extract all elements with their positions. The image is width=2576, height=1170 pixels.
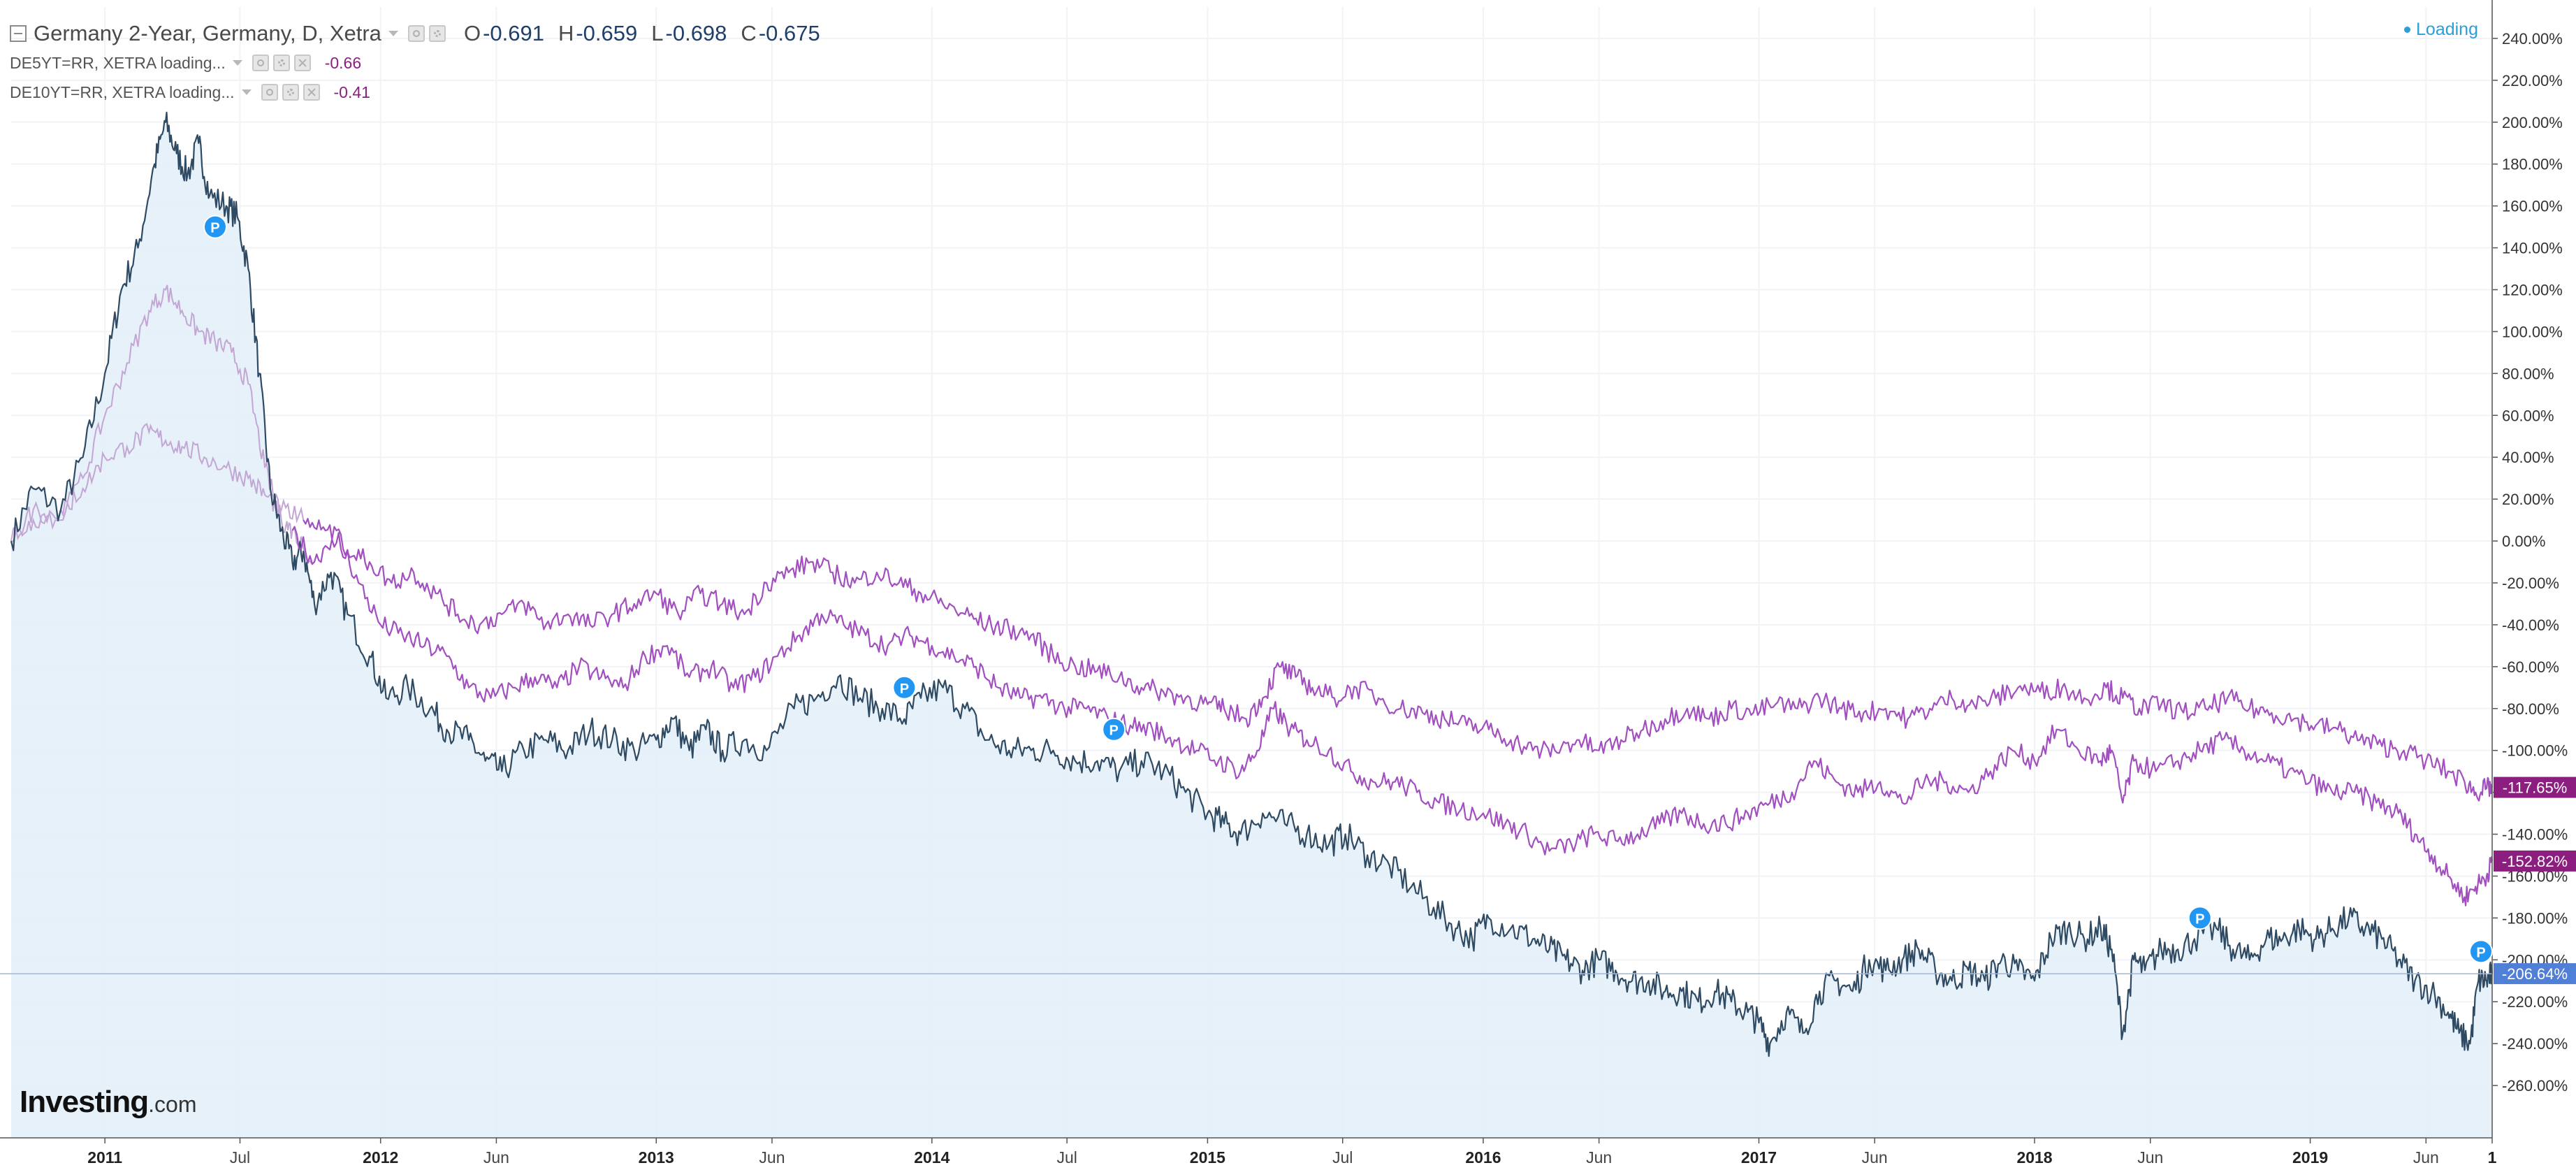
comparison-de5yt: DE5YT=RR, XETRA loading... -0.66 — [10, 49, 361, 77]
y-tick-label: 240.00% — [2502, 30, 2563, 48]
end-value-label-box — [2494, 963, 2576, 985]
y-tick-label: -40.00% — [2502, 616, 2559, 634]
publication-marker-label: P — [210, 221, 219, 236]
ohlc-close: C-0.675 — [741, 21, 820, 45]
loading-text: Loading — [2416, 20, 2478, 39]
publication-marker-label: P — [2476, 945, 2485, 960]
publication-marker-icon[interactable] — [2469, 939, 2493, 964]
x-tick-label: Jul — [1056, 1148, 1077, 1167]
end-value-label: -117.65% — [2503, 779, 2568, 797]
loading-dot-icon — [2404, 27, 2411, 33]
x-tick-label: 2012 — [363, 1148, 398, 1167]
series-line-de5yt[interactable] — [291, 526, 2494, 907]
series-header: Germany 2-Year, Germany, D, Xetra O-0.69… — [10, 17, 820, 50]
comparison-value: -0.41 — [333, 82, 370, 101]
x-tick-label: Jun — [1862, 1148, 1888, 1167]
eye-icon[interactable] — [407, 25, 425, 42]
publication-marker-icon[interactable] — [892, 675, 917, 700]
comparison-de10yt: DE10YT=RR, XETRA loading... -0.41 — [10, 78, 370, 106]
gear-icon[interactable] — [272, 55, 290, 71]
end-value-label-box — [2494, 777, 2576, 798]
y-tick-label: -100.00% — [2502, 742, 2568, 760]
chevron-down-icon[interactable] — [232, 60, 242, 66]
x-tick-label: Jun — [483, 1148, 509, 1167]
publication-marker-label: P — [2195, 911, 2204, 927]
chevron-down-icon[interactable] — [241, 89, 252, 95]
x-tick-label: 2014 — [914, 1148, 949, 1167]
y-tick-label: 120.00% — [2502, 282, 2563, 299]
close-icon[interactable] — [293, 55, 311, 71]
publication-marker-icon[interactable] — [1102, 717, 1126, 742]
y-tick-label: 160.00% — [2502, 198, 2563, 215]
y-tick-label: 20.00% — [2502, 491, 2554, 508]
y-tick-label: 200.00% — [2502, 114, 2563, 131]
y-tick-label: 60.00% — [2502, 407, 2554, 424]
x-tick-label: 2019 — [2292, 1148, 2328, 1167]
x-tick-label: Jul — [1332, 1148, 1353, 1167]
gear-icon[interactable] — [282, 84, 299, 101]
x-tick-label: Jun — [2137, 1148, 2163, 1167]
publication-marker-label: P — [1109, 723, 1119, 739]
chevron-down-icon[interactable] — [388, 31, 398, 36]
x-tick-label: 2018 — [2016, 1148, 2052, 1167]
x-tick-label: Jul — [230, 1148, 250, 1167]
y-tick-label: -180.00% — [2502, 909, 2568, 927]
logo-brand: Investing — [20, 1085, 149, 1119]
logo-domain: .com — [148, 1092, 197, 1117]
eye-icon[interactable] — [261, 84, 278, 101]
y-tick-label: 140.00% — [2502, 240, 2563, 257]
publication-marker-icon[interactable] — [2188, 906, 2212, 930]
main-series-area — [11, 112, 2492, 1138]
x-tick-label: 2016 — [1465, 1148, 1501, 1167]
y-tick-label: -240.00% — [2502, 1035, 2568, 1053]
y-tick-label: 220.00% — [2502, 72, 2563, 89]
loading-status: Loading — [2404, 20, 2478, 40]
publication-marker-icon[interactable] — [203, 215, 227, 239]
ohlc-open: O-0.691 — [463, 21, 544, 45]
comparison-label: DE10YT=RR, XETRA loading... — [10, 82, 235, 101]
y-tick-label: -60.00% — [2502, 658, 2559, 676]
gear-icon[interactable] — [428, 25, 446, 42]
x-tick-label: 1 — [2488, 1148, 2497, 1167]
y-tick-label: -140.00% — [2502, 826, 2568, 844]
end-value-label: -206.64% — [2502, 965, 2568, 983]
x-tick-label: 2013 — [639, 1148, 674, 1167]
y-tick-label: -80.00% — [2502, 700, 2559, 718]
y-tick-label: -260.00% — [2502, 1077, 2568, 1095]
chart-title: Germany 2-Year, Germany, D, Xetra — [34, 21, 381, 45]
x-tick-label: Jun — [2413, 1148, 2439, 1167]
collapse-icon[interactable] — [10, 25, 27, 42]
legend-panel: Germany 2-Year, Germany, D, Xetra O-0.69… — [0, 0, 2576, 112]
x-tick-label: Jun — [1586, 1148, 1612, 1167]
series-line-early-de10yt — [10, 423, 305, 542]
x-tick-label: 2017 — [1741, 1148, 1777, 1167]
eye-icon[interactable] — [252, 55, 269, 71]
publication-marker-label: P — [900, 681, 909, 697]
x-tick-label: Jun — [759, 1148, 785, 1167]
y-tick-label: 180.00% — [2502, 156, 2563, 173]
y-tick-label: 80.00% — [2502, 365, 2554, 382]
y-tick-label: 100.00% — [2502, 323, 2563, 340]
x-tick-label: 2015 — [1190, 1148, 1225, 1167]
comparison-label: DE5YT=RR, XETRA loading... — [10, 53, 226, 72]
comparison-value: -0.66 — [324, 53, 362, 72]
end-value-label-box — [2494, 850, 2576, 872]
y-tick-label: 40.00% — [2502, 449, 2554, 466]
x-tick-label: 2011 — [87, 1148, 122, 1167]
ohlc-high: H-0.659 — [558, 21, 638, 45]
y-tick-label: -220.00% — [2502, 993, 2568, 1011]
y-tick-label: -20.00% — [2502, 575, 2559, 592]
close-icon[interactable] — [303, 84, 320, 101]
series-line-de10yt[interactable] — [303, 518, 2494, 802]
series-line-germany-2y[interactable] — [10, 111, 2494, 1057]
y-tick-label: 0.00% — [2502, 533, 2545, 550]
end-value-label: -152.82% — [2502, 853, 2568, 870]
ohlc-low: L-0.698 — [651, 21, 727, 45]
investing-logo: Investing.com — [20, 1085, 197, 1120]
